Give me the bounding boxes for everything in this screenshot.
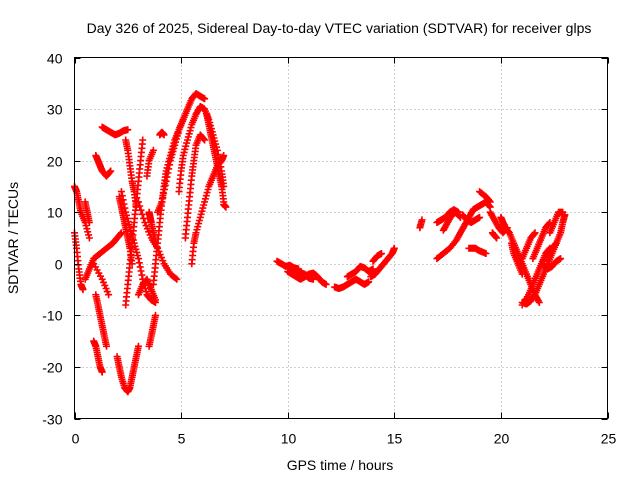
data-point xyxy=(98,368,106,376)
y-tick-label: 20 xyxy=(47,154,63,170)
data-point xyxy=(140,214,148,222)
data-point xyxy=(390,244,398,252)
data-point xyxy=(119,196,127,204)
x-tick-label: 10 xyxy=(281,431,297,447)
data-point xyxy=(485,197,493,205)
data-point xyxy=(124,126,132,134)
data-point xyxy=(85,234,93,242)
data-point xyxy=(121,204,129,212)
data-point xyxy=(173,275,181,283)
data-point xyxy=(165,165,173,173)
data-point xyxy=(418,216,426,224)
y-tick-label: 40 xyxy=(47,51,63,67)
data-point xyxy=(493,234,501,242)
axis-ticks: 0 5 10 15 20 25 -30 -20 -10 0 10 20 30 40 xyxy=(42,51,616,447)
data-point xyxy=(222,203,230,211)
data-point xyxy=(152,311,159,319)
data-point xyxy=(117,229,125,237)
x-tick-label: 5 xyxy=(178,431,186,447)
x-tick-label: 0 xyxy=(72,431,80,447)
data-point xyxy=(220,152,228,159)
data-point xyxy=(201,95,209,103)
data-point xyxy=(518,270,526,278)
chart-title: Day 326 of 2025, Sidereal Day-to-day VTE… xyxy=(87,20,592,36)
data-point xyxy=(365,278,373,286)
x-tick-label: 20 xyxy=(494,431,510,447)
y-tick-label: 0 xyxy=(55,257,63,273)
x-tick-label: 25 xyxy=(601,431,617,447)
data-point xyxy=(486,198,494,206)
data-point xyxy=(105,291,113,299)
y-axis-label: SDTVAR / TECUs xyxy=(5,182,21,294)
data-point xyxy=(476,213,484,221)
data-point xyxy=(103,342,110,350)
data-point xyxy=(149,146,157,154)
data-point xyxy=(139,136,147,144)
data-point xyxy=(309,275,317,283)
data-point xyxy=(107,167,115,175)
y-tick-label: -10 xyxy=(42,308,62,324)
data-point xyxy=(137,206,145,214)
data-point xyxy=(172,274,180,282)
data-point xyxy=(136,202,144,210)
data-point xyxy=(531,229,539,237)
data-point xyxy=(137,267,145,275)
x-axis-label: GPS time / hours xyxy=(287,457,394,473)
x-tick-label: 15 xyxy=(387,431,403,447)
data-point xyxy=(535,299,543,306)
data-point xyxy=(135,198,142,206)
data-points xyxy=(71,90,569,396)
data-point xyxy=(559,208,567,216)
data-point xyxy=(135,259,143,267)
y-tick-label: 10 xyxy=(47,205,63,221)
data-point xyxy=(369,265,377,273)
y-tick-label: 30 xyxy=(47,102,63,118)
data-point xyxy=(557,255,565,263)
data-point xyxy=(132,203,140,211)
data-point xyxy=(482,250,490,257)
data-point xyxy=(163,173,171,181)
data-point xyxy=(179,115,187,123)
data-point xyxy=(135,342,142,350)
data-point xyxy=(138,210,146,218)
data-point xyxy=(161,181,169,189)
data-point xyxy=(378,250,385,257)
data-point xyxy=(201,136,209,144)
y-tick-label: -20 xyxy=(42,360,62,376)
data-point xyxy=(158,198,166,206)
y-tick-label: -30 xyxy=(42,412,62,428)
plot-frame xyxy=(74,57,608,419)
data-point xyxy=(160,131,168,139)
data-point xyxy=(85,219,93,226)
data-point xyxy=(200,135,208,143)
data-point xyxy=(152,296,159,304)
data-point xyxy=(492,233,500,241)
data-point xyxy=(322,280,330,288)
data-point xyxy=(160,190,168,198)
data-point xyxy=(117,188,125,196)
data-point xyxy=(79,286,87,294)
